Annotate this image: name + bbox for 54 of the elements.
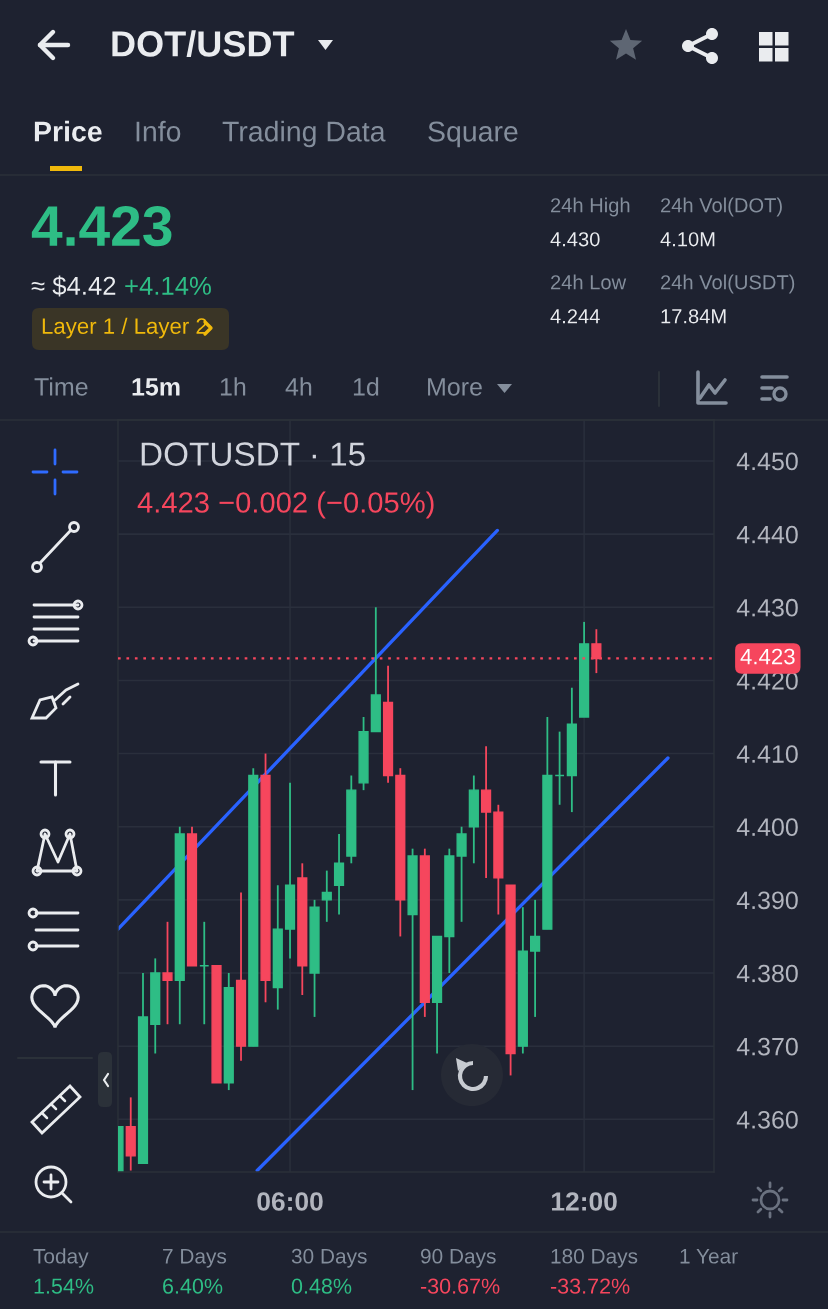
text: 6.40% <box>163 1278 223 1294</box>
text: 4.423 −0.002 (−0.05%) <box>137 491 434 519</box>
y-tick-label: 4.450 <box>736 452 798 471</box>
text: 1 Year <box>680 1249 738 1264</box>
y-tick-label: 4.380 <box>736 964 798 983</box>
text: 4.244 <box>550 309 600 324</box>
text: 1h <box>220 377 246 396</box>
text: 0.48% <box>291 1278 352 1294</box>
text: -30.67% <box>420 1278 500 1294</box>
text: Today <box>33 1248 89 1268</box>
text: More <box>428 378 482 396</box>
x-tick-label: 06:00 <box>257 1192 323 1211</box>
text: 4.423 <box>31 205 172 247</box>
text: 1.54% <box>34 1278 94 1294</box>
y-tick-label: 4.390 <box>736 891 798 910</box>
text: 90 Days <box>420 1248 496 1268</box>
text: 4.10M <box>660 232 715 247</box>
text: Price <box>34 120 102 142</box>
y-tick-label: 4.440 <box>736 525 798 544</box>
text: 4.430 <box>550 232 600 247</box>
candlestick <box>529 898 541 1018</box>
text: 7 Days <box>163 1249 227 1268</box>
text: DOT/USDT <box>112 30 295 58</box>
x-tick-label: 12:00 <box>552 1192 617 1211</box>
text: Trading Data <box>222 120 386 148</box>
candlestick <box>480 745 492 879</box>
candlestick <box>162 920 173 1026</box>
y-tick-label: 4.430 <box>736 598 798 617</box>
ref-line-label: 4.423 <box>740 648 795 665</box>
y-tick-label: 4.370 <box>736 1037 798 1056</box>
text: 24h Vol(DOT) <box>661 197 782 217</box>
text: ≈ $4.42 <box>31 275 116 297</box>
text: 30 Days <box>291 1248 367 1268</box>
text: Time <box>34 377 88 396</box>
text: Info <box>136 120 181 142</box>
text: DOTUSDT · 15 <box>141 442 365 466</box>
text: 1d <box>353 377 379 396</box>
text: +4.14% <box>125 276 211 295</box>
y-tick-label: 4.400 <box>736 818 798 837</box>
y-tick-label: 4.360 <box>736 1110 798 1129</box>
text: Square <box>428 121 518 148</box>
text: 4h <box>285 377 312 396</box>
candlestick <box>333 833 345 916</box>
text: 24h Low <box>551 274 627 290</box>
text: 17.84M <box>661 309 726 324</box>
y-tick-label: 4.420 <box>736 672 798 690</box>
y-tick-label: 4.410 <box>736 745 798 763</box>
text: 15m <box>132 378 180 396</box>
text: 24h High <box>551 197 630 217</box>
text: 180 Days <box>551 1248 638 1268</box>
candlestick <box>321 869 332 923</box>
text: -33.72% <box>550 1278 630 1294</box>
text: 24h Vol(USDT) <box>661 274 795 294</box>
candlestick <box>456 825 467 923</box>
